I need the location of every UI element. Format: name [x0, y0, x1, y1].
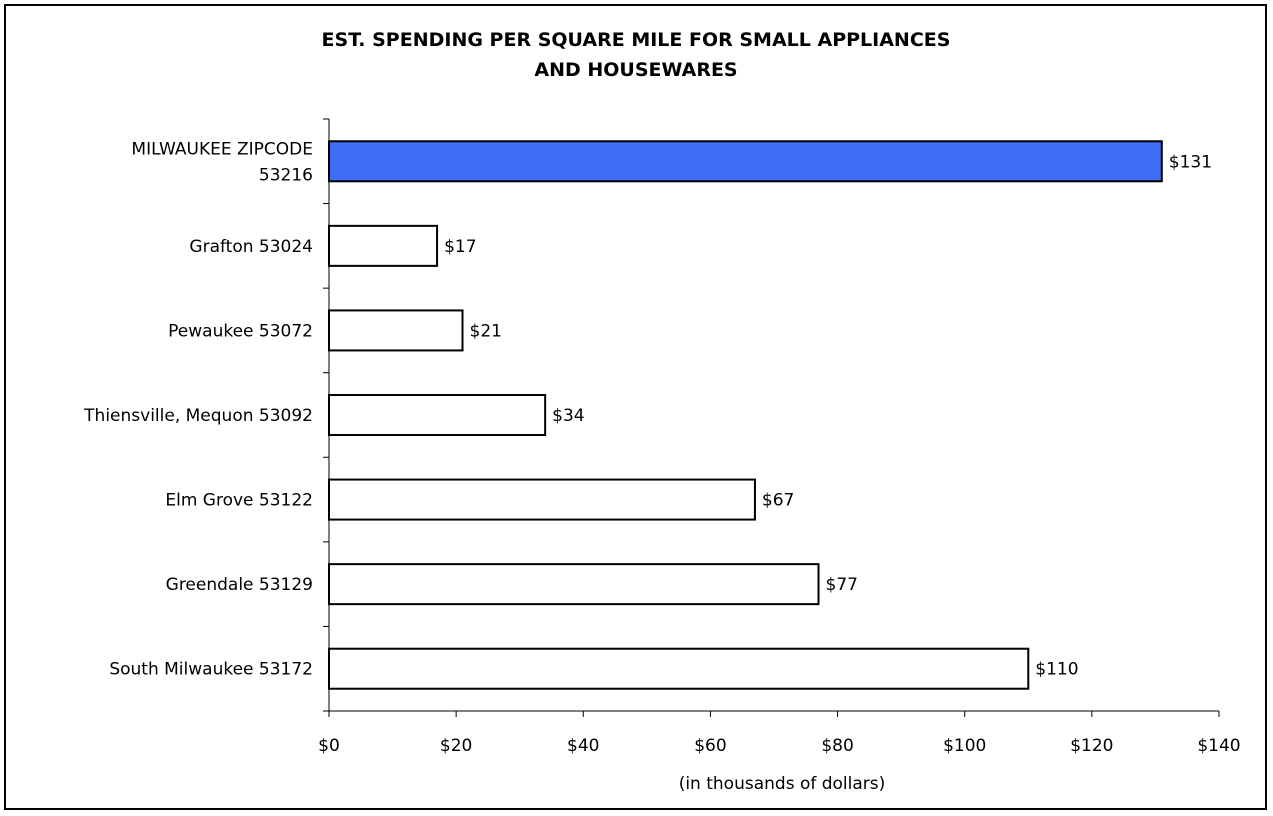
data-label: $131 [1169, 152, 1212, 172]
x-tick-label: $100 [943, 736, 986, 756]
bar [328, 140, 1163, 183]
bar [328, 309, 464, 352]
category-label: MILWAUKEE ZIPCODE [131, 139, 313, 159]
bar [328, 224, 439, 267]
x-tick-label: $20 [440, 736, 472, 756]
x-tick-label: $80 [821, 736, 853, 756]
data-label: $67 [762, 491, 794, 511]
category-label: Thiensville, Mequon 53092 [83, 406, 313, 426]
bar-chart: EST. SPENDING PER SQUARE MILE FOR SMALL … [83, 29, 1240, 794]
bar [328, 647, 1030, 690]
bar [328, 478, 756, 521]
data-label: $34 [552, 406, 584, 426]
category-label: Greendale 53129 [166, 575, 313, 595]
category-label: South Milwaukee 53172 [109, 660, 313, 680]
x-tick-label: $60 [694, 736, 726, 756]
chart-title-line: AND HOUSEWARES [534, 59, 737, 81]
bar [328, 394, 547, 436]
x-tick-label: $120 [1070, 736, 1113, 756]
data-label: $17 [444, 237, 476, 257]
x-tick-label: $40 [567, 736, 599, 756]
bar [328, 563, 820, 606]
category-label: Elm Grove 53122 [165, 491, 313, 511]
data-label: $110 [1035, 660, 1078, 680]
category-label: 53216 [259, 165, 313, 185]
category-label: Grafton 53024 [189, 237, 313, 257]
category-label: Pewaukee 53072 [168, 321, 313, 341]
data-label: $21 [470, 321, 502, 341]
x-tick-label: $0 [318, 736, 340, 756]
chart-title-line: EST. SPENDING PER SQUARE MILE FOR SMALL … [322, 29, 951, 51]
chart-frame: EST. SPENDING PER SQUARE MILE FOR SMALL … [4, 4, 1267, 810]
data-label: $77 [826, 575, 858, 595]
x-tick-label: $140 [1197, 736, 1240, 756]
x-axis-label: (in thousands of dollars) [679, 774, 886, 794]
